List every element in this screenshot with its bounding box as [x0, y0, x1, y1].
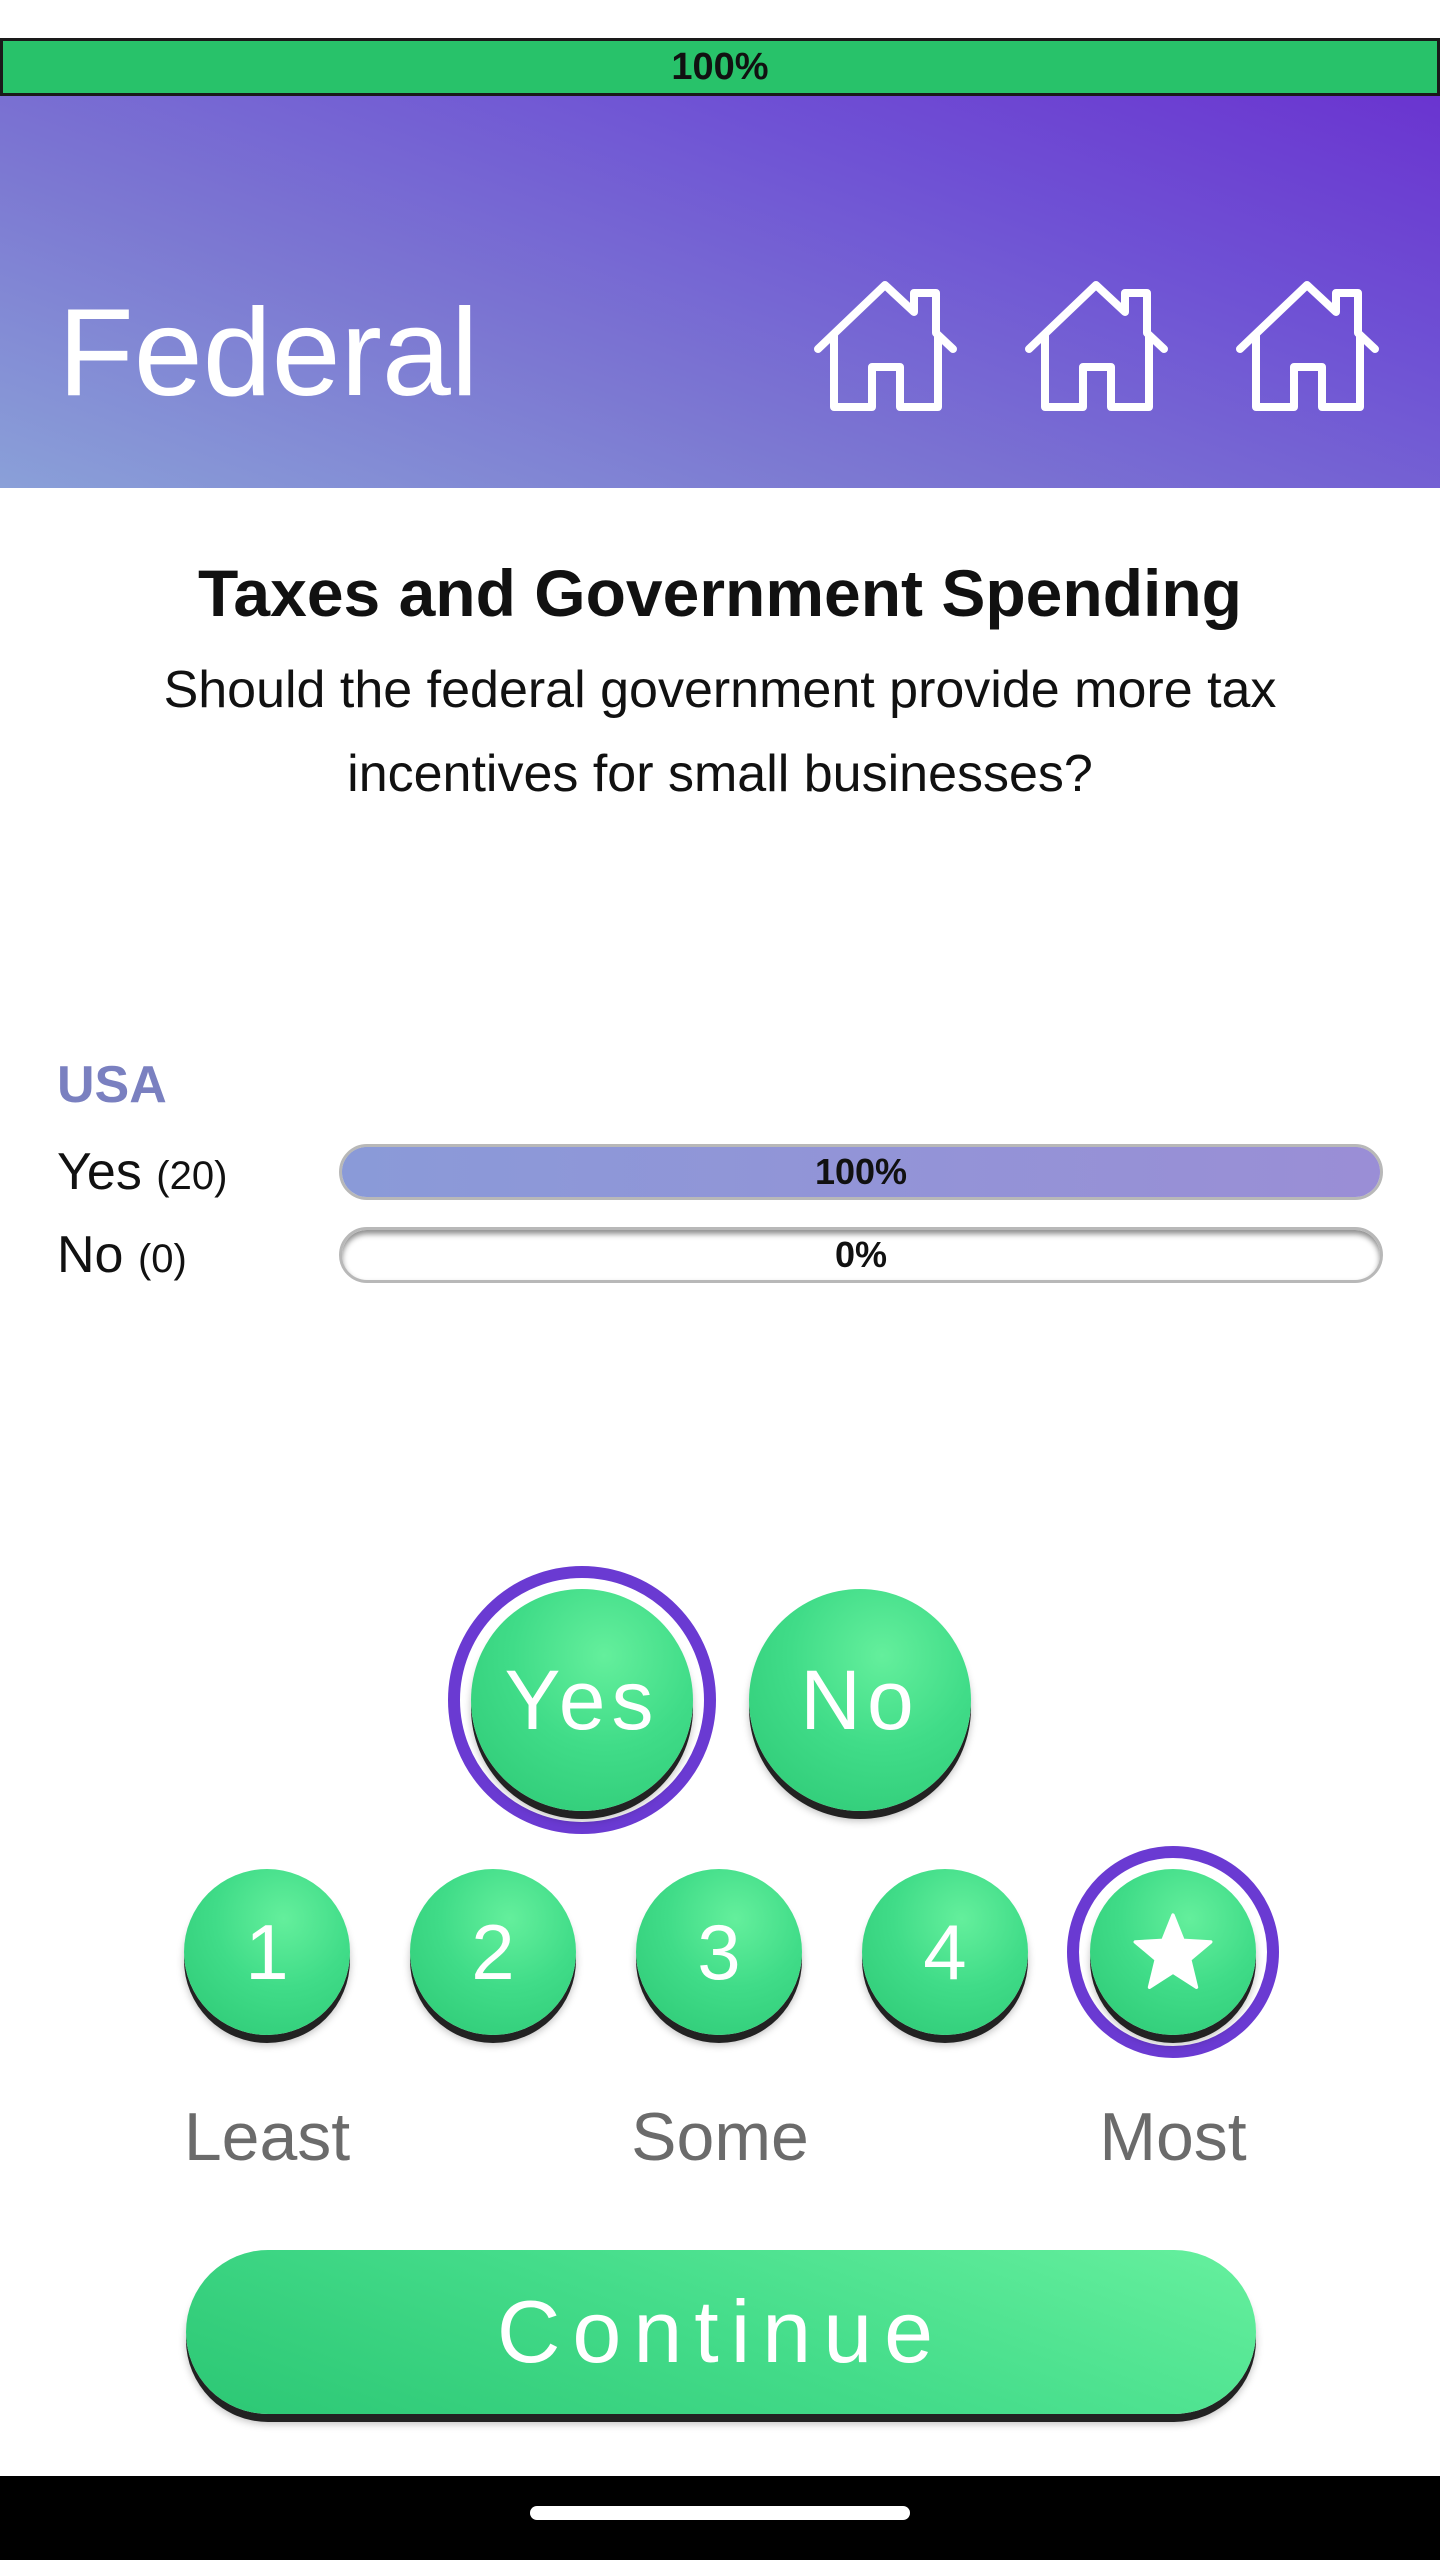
- scale-label-least: Least: [183, 2099, 351, 2175]
- importance-4-button[interactable]: 4: [862, 1869, 1028, 2035]
- top-progress-label: 100%: [671, 45, 769, 88]
- result-percent: 0%: [834, 1234, 888, 1275]
- result-bar-no: 0%: [339, 1227, 1383, 1283]
- result-row-yes: Yes (20) 100%: [57, 1142, 1383, 1202]
- house-icon[interactable]: [1019, 279, 1174, 414]
- result-answer: Yes: [57, 1143, 142, 1201]
- result-bar-fill: [342, 1147, 1380, 1197]
- result-count: (20): [156, 1154, 228, 1198]
- scale-label-most: Most: [1099, 2099, 1247, 2175]
- importance-1-button[interactable]: 1: [184, 1869, 350, 2035]
- result-label-no: No (0): [57, 1225, 339, 1285]
- question-category: Taxes and Government Spending: [198, 556, 1242, 630]
- result-bar-yes: 100%: [339, 1144, 1383, 1200]
- star-icon: [1133, 1913, 1213, 1989]
- answer-no-button[interactable]: No: [749, 1589, 971, 1811]
- result-count: (0): [137, 1237, 187, 1281]
- continue-button[interactable]: Continue: [186, 2250, 1256, 2414]
- top-progress-bar: 100%: [0, 38, 1440, 96]
- result-label-yes: Yes (20): [57, 1142, 339, 1202]
- result-answer: No: [57, 1226, 124, 1284]
- header-title: Federal: [58, 284, 479, 422]
- importance-most-button[interactable]: [1090, 1869, 1256, 2035]
- results-region-label: USA: [57, 1056, 167, 1114]
- question-text: Should the federal government provide mo…: [163, 661, 1277, 803]
- home-indicator[interactable]: [530, 2506, 910, 2520]
- house-icon[interactable]: [1230, 279, 1385, 414]
- importance-3-button[interactable]: 3: [636, 1869, 802, 2035]
- answer-yes-button[interactable]: Yes: [471, 1589, 693, 1811]
- header-icons: [808, 279, 1385, 414]
- result-row-no: No (0) 0%: [57, 1225, 1383, 1285]
- result-percent: 100%: [814, 1151, 908, 1192]
- header-banner: Federal: [0, 96, 1440, 488]
- importance-2-button[interactable]: 2: [410, 1869, 576, 2035]
- top-progress-fill: [3, 41, 1437, 93]
- scale-label-some: Some: [631, 2099, 809, 2175]
- house-icon[interactable]: [808, 279, 963, 414]
